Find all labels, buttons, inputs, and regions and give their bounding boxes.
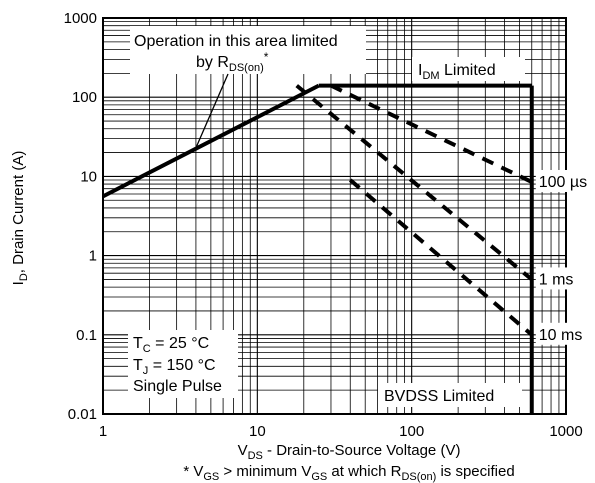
single-pulse-label: Single Pulse	[133, 378, 222, 395]
series-line-5	[348, 178, 534, 337]
tick-labels: 1 10 100 1000 0.01 0.1 1 10 100 1000	[64, 10, 583, 440]
series-label-bg	[535, 169, 595, 192]
series-line-0	[102, 83, 320, 199]
y-axis-label: ID, Drain Current (A)	[10, 151, 30, 286]
rds-annotation-box	[130, 26, 366, 74]
rds-annotation-pointer	[194, 73, 229, 151]
series-line-3	[330, 83, 533, 184]
x-axis-label: VDS - Drain-to-Source Voltage (V)	[238, 442, 461, 462]
y-tick-label: 10	[80, 168, 97, 185]
x-tick-label: 10	[249, 423, 266, 440]
y-tick-label: 0.01	[68, 406, 97, 423]
y-tick-label: 100	[72, 89, 97, 106]
tc-condition: TC = 25 °C	[133, 335, 209, 355]
x-tick-label: 1	[99, 423, 107, 440]
y-tick-label: 0.1	[76, 327, 97, 344]
bvdss-text: BVDSS Limited	[384, 388, 494, 405]
y-tick-label: 1	[89, 248, 97, 265]
series-label: 1 ms	[539, 271, 574, 288]
plot-frame	[102, 17, 567, 415]
series-label: 10 ms	[539, 327, 583, 344]
rds-annotation: Operation in this area limited by RDS(on…	[130, 26, 366, 151]
series-lines	[102, 83, 534, 414]
idm-limited-label: IDM Limited	[412, 57, 525, 82]
rds-annotation-line2: by RDS(on)*	[196, 50, 269, 74]
idm-box	[412, 57, 525, 81]
idm-text: IDM Limited	[418, 62, 496, 82]
y-tick-label: 1000	[64, 10, 97, 27]
footnote: * VGS > minimum VGS at which RDS(on) is …	[183, 463, 514, 483]
series-label: 100 µs	[539, 174, 587, 191]
x-tick-label: 1000	[549, 423, 582, 440]
rds-annotation-line1: Operation in this area limited	[134, 33, 338, 50]
series-label-bg	[535, 267, 595, 290]
series-label-bg	[535, 322, 595, 345]
tj-condition: TJ = 150 °C	[133, 357, 216, 377]
conditions-box: TC = 25 °C TJ = 150 °C Single Pulse	[128, 330, 238, 398]
series-line-4	[295, 84, 534, 281]
x-tick-label: 100	[399, 423, 424, 440]
bvdss-box	[378, 383, 522, 407]
conditions-bg	[128, 330, 238, 398]
bvdss-limited-label: BVDSS Limited	[378, 383, 522, 407]
series-labels: 100 µs 1 ms 10 ms	[535, 169, 595, 345]
